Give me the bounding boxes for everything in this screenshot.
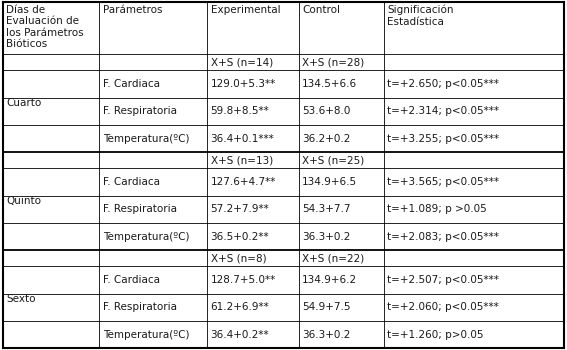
Text: t=+1.260; p>0.05: t=+1.260; p>0.05	[387, 330, 484, 340]
Text: Quinto: Quinto	[6, 196, 41, 206]
Text: 129.0+5.3**: 129.0+5.3**	[210, 79, 276, 89]
Text: 36.3+0.2: 36.3+0.2	[302, 330, 350, 340]
Text: Significación
Estadística: Significación Estadística	[387, 5, 454, 27]
Text: 36.3+0.2: 36.3+0.2	[302, 232, 350, 242]
Text: 57.2+7.9**: 57.2+7.9**	[210, 204, 269, 214]
Text: t=+2.060; p<0.05***: t=+2.060; p<0.05***	[387, 302, 499, 312]
Text: t=+2.507; p<0.05***: t=+2.507; p<0.05***	[387, 275, 500, 285]
Text: 36.4+0.1***: 36.4+0.1***	[210, 134, 274, 144]
Text: X+S (n=8): X+S (n=8)	[210, 253, 266, 263]
Text: X+S (n=28): X+S (n=28)	[302, 57, 365, 68]
Text: 54.3+7.7: 54.3+7.7	[302, 204, 350, 214]
Text: F. Respiratoria: F. Respiratoria	[103, 302, 177, 312]
Text: 127.6+4.7**: 127.6+4.7**	[210, 177, 276, 187]
Text: X+S (n=14): X+S (n=14)	[210, 57, 273, 68]
Text: Experimental: Experimental	[210, 5, 280, 15]
Text: Parámetros: Parámetros	[103, 5, 162, 15]
Text: t=+2.083; p<0.05***: t=+2.083; p<0.05***	[387, 232, 500, 242]
Text: Temperatura(ºC): Temperatura(ºC)	[103, 134, 189, 144]
Text: t=+1.089; p >0.05: t=+1.089; p >0.05	[387, 204, 487, 214]
Text: 36.5+0.2**: 36.5+0.2**	[210, 232, 269, 242]
Text: F. Cardiaca: F. Cardiaca	[103, 177, 160, 187]
Text: 61.2+6.9**: 61.2+6.9**	[210, 302, 269, 312]
Text: 54.9+7.5: 54.9+7.5	[302, 302, 350, 312]
Text: 128.7+5.0**: 128.7+5.0**	[210, 275, 276, 285]
Text: Temperatura(ºC): Temperatura(ºC)	[103, 330, 189, 340]
Text: X+S (n=25): X+S (n=25)	[302, 155, 365, 165]
Text: F. Cardiaca: F. Cardiaca	[103, 79, 160, 89]
Text: X+S (n=13): X+S (n=13)	[210, 155, 273, 165]
Text: t=+3.565; p<0.05***: t=+3.565; p<0.05***	[387, 177, 500, 187]
Text: Sexto: Sexto	[6, 294, 36, 304]
Text: Control: Control	[302, 5, 340, 15]
Text: X+S (n=22): X+S (n=22)	[302, 253, 365, 263]
Text: t=+3.255; p<0.05***: t=+3.255; p<0.05***	[387, 134, 500, 144]
Text: t=+2.650; p<0.05***: t=+2.650; p<0.05***	[387, 79, 500, 89]
Text: 134.9+6.5: 134.9+6.5	[302, 177, 357, 187]
Text: 36.4+0.2**: 36.4+0.2**	[210, 330, 269, 340]
Text: Cuarto: Cuarto	[6, 98, 41, 108]
Text: 59.8+8.5**: 59.8+8.5**	[210, 106, 269, 116]
Text: 134.5+6.6: 134.5+6.6	[302, 79, 357, 89]
Text: Temperatura(ºC): Temperatura(ºC)	[103, 232, 189, 242]
Text: 134.9+6.2: 134.9+6.2	[302, 275, 357, 285]
Text: F. Respiratoria: F. Respiratoria	[103, 204, 177, 214]
Text: 53.6+8.0: 53.6+8.0	[302, 106, 350, 116]
Text: Días de
Evaluación de
los Parámetros
Bióticos: Días de Evaluación de los Parámetros Bió…	[6, 5, 84, 49]
Text: F. Respiratoria: F. Respiratoria	[103, 106, 177, 116]
Text: t=+2.314; p<0.05***: t=+2.314; p<0.05***	[387, 106, 500, 116]
Text: F. Cardiaca: F. Cardiaca	[103, 275, 160, 285]
Text: 36.2+0.2: 36.2+0.2	[302, 134, 350, 144]
